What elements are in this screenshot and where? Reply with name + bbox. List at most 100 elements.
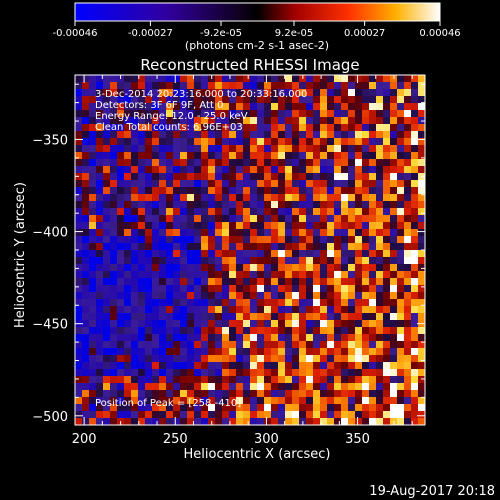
heatmap-cell bbox=[89, 194, 97, 202]
heatmap-cell bbox=[355, 278, 363, 286]
heatmap-cell bbox=[404, 201, 412, 209]
heatmap-cell bbox=[257, 250, 265, 258]
heatmap-cell bbox=[306, 292, 314, 300]
heatmap-cell bbox=[306, 173, 314, 181]
heatmap-cell bbox=[292, 320, 300, 328]
heatmap-cell bbox=[271, 222, 279, 230]
heatmap-cell bbox=[236, 341, 244, 349]
heatmap-cell bbox=[222, 243, 230, 251]
heatmap-cell bbox=[411, 194, 419, 202]
heatmap-cell bbox=[82, 75, 90, 83]
heatmap-cell bbox=[131, 159, 139, 167]
heatmap-cell bbox=[397, 306, 405, 314]
heatmap-cell bbox=[89, 145, 97, 153]
heatmap-cell bbox=[103, 306, 111, 314]
heatmap-cell bbox=[334, 229, 342, 237]
heatmap-cell bbox=[383, 404, 391, 412]
heatmap-cell bbox=[341, 180, 349, 188]
heatmap-cell bbox=[313, 124, 321, 132]
heatmap-cell bbox=[383, 390, 391, 398]
heatmap-cell bbox=[243, 355, 251, 363]
heatmap-cell bbox=[82, 411, 90, 419]
heatmap-cell bbox=[229, 334, 237, 342]
heatmap-cell bbox=[180, 362, 188, 370]
heatmap-cell bbox=[75, 124, 83, 132]
heatmap-cell bbox=[187, 397, 195, 405]
heatmap-cell bbox=[194, 222, 202, 230]
heatmap-cell bbox=[285, 208, 293, 216]
heatmap-cell bbox=[383, 257, 391, 265]
heatmap-cell bbox=[103, 222, 111, 230]
heatmap-cell bbox=[327, 341, 335, 349]
heatmap-cell bbox=[75, 215, 83, 223]
heatmap-cell bbox=[243, 201, 251, 209]
heatmap-cell bbox=[215, 117, 223, 125]
heatmap-cell bbox=[243, 397, 251, 405]
heatmap-cell bbox=[376, 404, 384, 412]
heatmap-cell bbox=[89, 75, 97, 83]
heatmap-cell bbox=[383, 236, 391, 244]
heatmap-cell bbox=[411, 355, 419, 363]
heatmap-cell bbox=[117, 166, 125, 174]
heatmap-cell bbox=[404, 257, 412, 265]
heatmap-cell bbox=[278, 222, 286, 230]
heatmap-cell bbox=[180, 166, 188, 174]
heatmap-cell bbox=[285, 264, 293, 272]
heatmap-cell bbox=[376, 152, 384, 160]
heatmap-cell bbox=[285, 159, 293, 167]
heatmap-cell bbox=[271, 117, 279, 125]
heatmap-cell bbox=[306, 138, 314, 146]
heatmap-cell bbox=[117, 306, 125, 314]
heatmap-cell bbox=[187, 152, 195, 160]
heatmap-cell bbox=[348, 418, 356, 425]
heatmap-cell bbox=[411, 75, 419, 83]
heatmap-cell bbox=[159, 145, 167, 153]
heatmap-cell bbox=[355, 306, 363, 314]
heatmap-cell bbox=[390, 397, 398, 405]
heatmap-cell bbox=[264, 362, 272, 370]
heatmap-cell bbox=[159, 75, 167, 83]
heatmap-cell bbox=[75, 103, 83, 111]
heatmap-cell bbox=[159, 257, 167, 265]
heatmap-cell bbox=[131, 89, 139, 97]
heatmap-cell bbox=[299, 264, 307, 272]
heatmap-cell bbox=[103, 348, 111, 356]
heatmap-cell bbox=[411, 215, 419, 223]
heatmap-cell bbox=[411, 236, 419, 244]
heatmap-cell bbox=[75, 180, 83, 188]
heatmap-cell bbox=[278, 292, 286, 300]
heatmap-cell bbox=[390, 390, 398, 398]
heatmap-cell bbox=[89, 390, 97, 398]
heatmap-cell bbox=[229, 89, 237, 97]
heatmap-cell bbox=[222, 96, 230, 104]
heatmap-cell bbox=[348, 243, 356, 251]
heatmap-cell bbox=[243, 159, 251, 167]
heatmap-cell bbox=[131, 243, 139, 251]
x-tick-label: 300 bbox=[254, 432, 279, 447]
heatmap-cell bbox=[194, 264, 202, 272]
heatmap-cell bbox=[243, 320, 251, 328]
colorbar-tick-label: 0.00046 bbox=[419, 28, 460, 39]
heatmap-cell bbox=[404, 96, 412, 104]
heatmap-cell bbox=[82, 82, 90, 90]
heatmap-cell bbox=[327, 243, 335, 251]
heatmap-cell bbox=[159, 166, 167, 174]
heatmap-cell bbox=[243, 264, 251, 272]
heatmap-cell bbox=[369, 194, 377, 202]
heatmap-cell bbox=[320, 103, 328, 111]
heatmap-cell bbox=[320, 187, 328, 195]
heatmap-cell bbox=[355, 418, 363, 425]
heatmap-cell bbox=[271, 362, 279, 370]
heatmap-cell bbox=[390, 285, 398, 293]
heatmap-cell bbox=[278, 411, 286, 419]
heatmap-cell bbox=[299, 236, 307, 244]
heatmap-cell bbox=[257, 278, 265, 286]
heatmap-cell bbox=[376, 222, 384, 230]
heatmap-cell bbox=[124, 138, 132, 146]
heatmap-cell bbox=[320, 208, 328, 216]
heatmap-cell bbox=[348, 271, 356, 279]
heatmap-cell bbox=[264, 229, 272, 237]
heatmap-cell bbox=[145, 278, 153, 286]
heatmap-cell bbox=[334, 362, 342, 370]
heatmap-cell bbox=[201, 180, 209, 188]
